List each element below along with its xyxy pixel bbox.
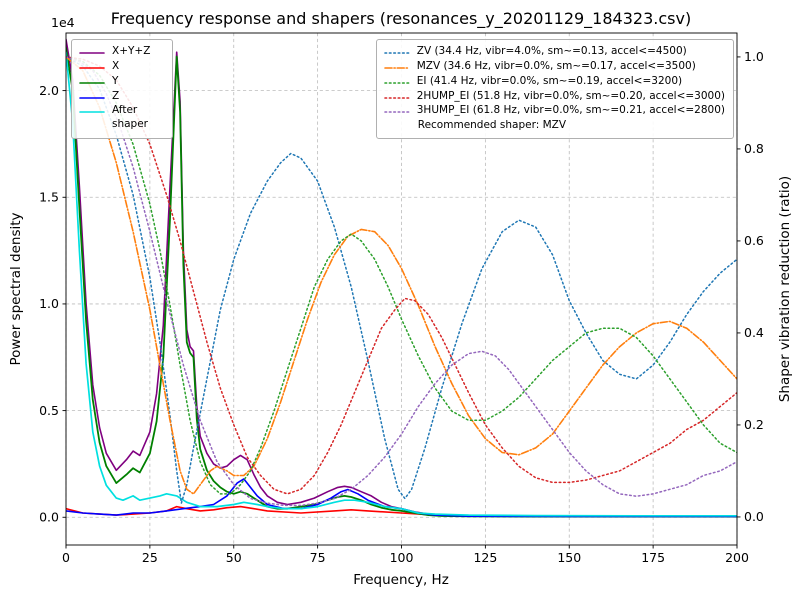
series-3hump-ei — [66, 56, 737, 507]
legend-line-sample — [79, 111, 105, 114]
svg-text:1.0: 1.0 — [39, 296, 59, 311]
y-axis-right-label: Shaper vibration reduction (ratio) — [777, 175, 793, 403]
tick-marks — [62, 56, 741, 549]
legend-item-label: EI (41.4 Hz, vibr=0.0%, sm~=0.19, accel<… — [416, 74, 683, 87]
series-x — [66, 505, 737, 518]
svg-text:125: 125 — [473, 550, 497, 565]
legend-shapers: ZV (34.4 Hz, vibr=4.0%, sm~=0.13, accel<… — [375, 39, 734, 140]
series-zv — [66, 56, 737, 504]
svg-text:75: 75 — [310, 550, 326, 565]
legend-line-sample — [383, 96, 410, 99]
legend-line-sample — [383, 111, 410, 114]
legend-item-label: ZV (34.4 Hz, vibr=4.0%, sm~=0.13, accel<… — [416, 45, 687, 57]
svg-text:0.5: 0.5 — [39, 403, 59, 418]
legend-item: After shaper — [79, 104, 164, 132]
legend-item-label: After shaper — [112, 104, 149, 131]
legend-line-sample — [79, 52, 105, 54]
tick-labels: 0 25 50 75 100 125 150 175 200 0.0 0.5 1.0 1.5 2.0 0.0… — [39, 49, 764, 565]
chart-title: Frequency response and shapers (resonanc… — [110, 9, 692, 28]
x-axis-label: Frequency, Hz — [353, 572, 449, 588]
legend-item-label: Z — [112, 89, 120, 102]
y-left-offset-label: 1e4 — [51, 15, 75, 30]
svg-text:0.4: 0.4 — [744, 325, 764, 340]
svg-text:0.6: 0.6 — [744, 233, 764, 248]
svg-text:0.8: 0.8 — [744, 141, 764, 156]
series-curves — [66, 38, 737, 518]
series-2hump-ei — [66, 56, 737, 495]
legend-item: X+Y+Z — [79, 45, 164, 59]
legend-item-label: 2HUMP_EI (51.8 Hz, vibr=0.0%, sm~=0.20, … — [416, 89, 725, 102]
svg-text:1.5: 1.5 — [39, 189, 59, 204]
recommended-shaper-note: Recommended shaper: MZV — [417, 119, 567, 132]
legend-line-sample — [79, 96, 105, 99]
series-ei — [66, 56, 737, 495]
legend-item: Z — [79, 90, 164, 104]
legend-line-sample — [383, 52, 410, 54]
svg-text:25: 25 — [142, 550, 158, 565]
legend-item: MZV (34.6 Hz, vibr=0.0%, sm~=0.17, accel… — [383, 59, 725, 74]
legend-psd-series: X+Y+Z X Y Z After shaper — [71, 39, 173, 140]
legend-item: Y — [79, 75, 164, 89]
svg-text:0: 0 — [62, 550, 70, 565]
svg-text:0.2: 0.2 — [744, 417, 764, 432]
legend-item: ZV (34.4 Hz, vibr=4.0%, sm~=0.13, accel<… — [383, 45, 725, 59]
legend-line-sample — [79, 81, 105, 84]
y-axis-left-label: Power spectral density — [8, 212, 24, 366]
legend-item-label: X+Y+Z — [112, 45, 151, 57]
svg-text:50: 50 — [226, 550, 242, 565]
legend-item: 3HUMP_EI (61.8 Hz, vibr=0.0%, sm~=0.21, … — [383, 104, 725, 118]
legend-line-sample — [383, 67, 410, 69]
svg-text:175: 175 — [641, 550, 665, 565]
legend-item: 2HUMP_EI (51.8 Hz, vibr=0.0%, sm~=0.20, … — [383, 89, 725, 104]
legend-item-label: X — [112, 59, 120, 72]
legend-item-label: Y — [112, 74, 119, 87]
legend-item-label: 3HUMP_EI (61.8 Hz, vibr=0.0%, sm~=0.21, … — [416, 104, 725, 117]
legend-item: X — [79, 60, 164, 74]
svg-text:200: 200 — [725, 550, 749, 565]
svg-text:2.0: 2.0 — [39, 83, 59, 98]
series-after-shaper — [66, 51, 737, 517]
svg-text:150: 150 — [557, 550, 581, 565]
legend-line-sample — [79, 67, 105, 69]
svg-text:1.0: 1.0 — [744, 49, 764, 64]
svg-text:0.0: 0.0 — [744, 509, 764, 524]
svg-text:100: 100 — [390, 550, 414, 565]
legend-item: EI (41.4 Hz, vibr=0.0%, sm~=0.19, accel<… — [383, 74, 725, 89]
legend-line-sample — [383, 81, 410, 84]
svg-text:0.0: 0.0 — [39, 509, 59, 524]
legend-item-label: MZV (34.6 Hz, vibr=0.0%, sm~=0.17, accel… — [416, 59, 696, 72]
